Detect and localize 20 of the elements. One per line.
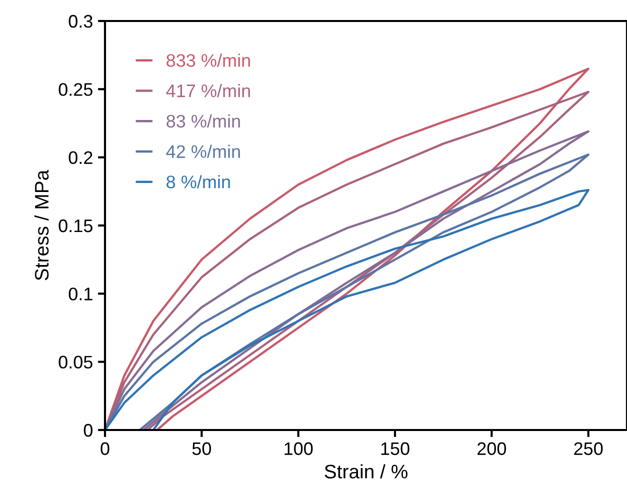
legend-label: 417 %/min — [166, 84, 250, 98]
legend-label: 833 %/min — [166, 54, 250, 67]
y-tick-label: 0.25 — [58, 83, 92, 96]
y-tick-label: 0.05 — [58, 356, 92, 369]
legend-label: 83 %/min — [166, 114, 240, 128]
y-axis-title: Stress / MPa — [34, 170, 49, 280]
x-tick-label: 0 — [100, 442, 110, 456]
legend-label: 8 %/min — [166, 175, 230, 188]
x-tick-label: 200 — [478, 442, 506, 456]
x-tick-label: 50 — [192, 442, 212, 456]
y-tick-label: 0.1 — [68, 288, 92, 300]
y-tick-label: 0.2 — [68, 151, 92, 164]
y-tick-label: 0.3 — [68, 14, 92, 28]
x-tick-label: 100 — [284, 442, 313, 456]
legend-label: 42 %/min — [166, 144, 240, 158]
x-tick-label: 250 — [574, 442, 603, 456]
y-tick-label: 0.15 — [58, 219, 92, 232]
x-axis-title: Strain / % — [324, 464, 408, 478]
x-tick-label: 150 — [381, 442, 410, 456]
y-tick-label: 0 — [84, 424, 92, 437]
